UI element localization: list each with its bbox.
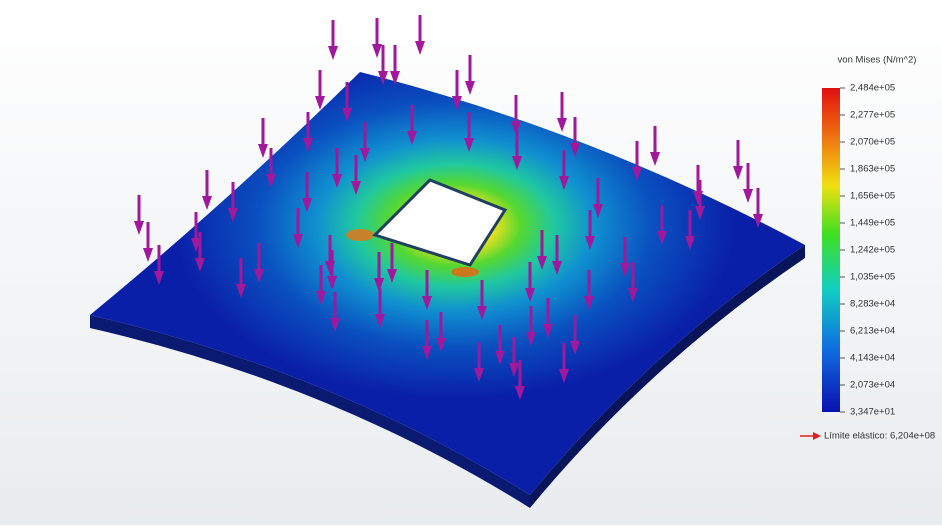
legend-title: von Mises (N/m^2) (838, 55, 917, 66)
simulation-view: von Mises (N/m^2) 2,484e+05 2,277e+05 2,07… (0, 0, 942, 525)
legend-label: 6,213e+04 (850, 326, 895, 337)
legend-label: 2,070e+05 (850, 137, 895, 148)
legend-label: 3,347e+01 (850, 407, 895, 418)
legend-label: 2,484e+05 (850, 83, 895, 94)
hot-spot (451, 267, 479, 277)
legend-label: 2,073e+04 (850, 380, 895, 391)
hot-spot (346, 229, 374, 241)
legend-label: 2,277e+05 (850, 110, 895, 121)
legend-label: 8,283e+04 (850, 299, 895, 310)
legend-label: 4,143e+04 (850, 353, 895, 364)
color-bar (822, 88, 840, 412)
legend-label: 1,656e+05 (850, 191, 895, 202)
legend-label: 1,035e+05 (850, 272, 895, 283)
legend-label: 1,863e+05 (850, 164, 895, 175)
legend-label: 1,449e+05 (850, 218, 895, 229)
legend-label: 1,242e+05 (850, 245, 895, 256)
yield-limit: Límite elástico: 6,204e+08 (824, 431, 935, 442)
